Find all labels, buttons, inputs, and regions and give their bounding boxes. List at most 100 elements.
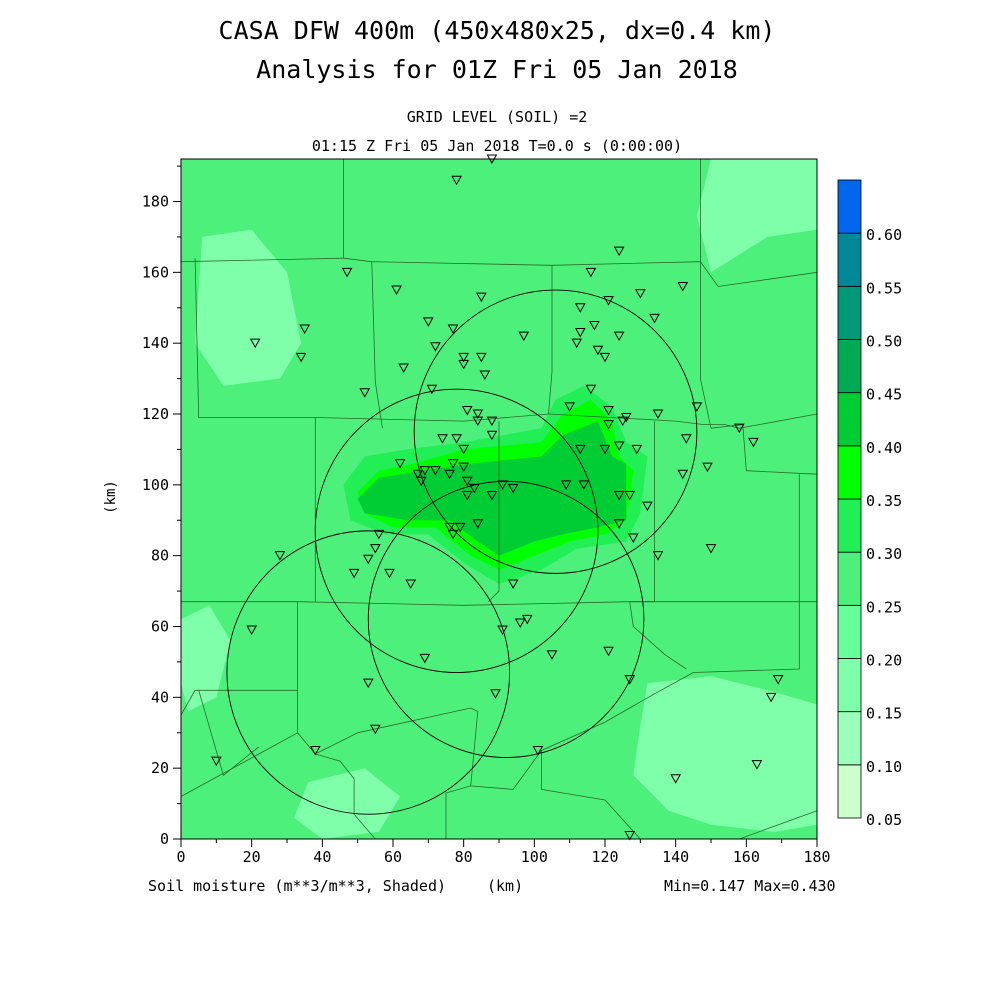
x-tick-label: 60 (384, 848, 402, 866)
chart-subtitle: Analysis for 01Z Fri 05 Jan 2018 (256, 55, 738, 84)
station-marker (649, 313, 660, 324)
station-marker (447, 324, 459, 335)
station-marker (751, 760, 763, 770)
station-marker (362, 678, 374, 689)
county-boundaries (180, 159, 818, 840)
station-marker (426, 384, 438, 395)
station-marker (210, 756, 222, 767)
station-marker (412, 469, 424, 480)
station-marker (613, 441, 625, 451)
station-marker (348, 568, 360, 579)
colorbar-swatch (837, 339, 862, 394)
y-tick-label: 180 (142, 193, 169, 211)
county-line (180, 601, 298, 716)
station-marker (518, 331, 530, 342)
x-tick-label: 100 (521, 848, 548, 866)
x-tick-label: 180 (803, 848, 830, 866)
station-marker (490, 689, 501, 699)
y-tick-label: 120 (142, 405, 169, 423)
colorbar-label: 0.60 (866, 226, 902, 244)
station-marker (613, 246, 625, 257)
station-marker (603, 646, 614, 657)
colorbar-label: 0.25 (866, 598, 902, 616)
colorbar-swatch (837, 179, 862, 234)
station-marker (691, 402, 703, 412)
station-marker (430, 342, 441, 352)
station-marker (624, 490, 636, 501)
station-marker (419, 653, 431, 664)
station-marker (486, 430, 498, 441)
station-marker (461, 476, 473, 487)
station-marker (497, 480, 508, 490)
station-marker (451, 175, 462, 186)
x-tick-label: 120 (591, 848, 618, 866)
county-line (541, 750, 641, 840)
county-line (739, 810, 818, 840)
county-line (198, 690, 259, 776)
station-marker (415, 476, 427, 487)
station-marker (624, 830, 636, 841)
station-marker (574, 328, 586, 338)
y-tick-label: 100 (142, 476, 169, 494)
station-marker (627, 533, 639, 543)
station-marker (603, 296, 614, 306)
colorbar-swatch (837, 604, 862, 659)
station-marker (444, 522, 455, 533)
station-marker (705, 544, 717, 554)
station-marker (468, 483, 480, 494)
county-line (548, 265, 553, 415)
station-marker (369, 544, 381, 554)
county-line (315, 753, 376, 840)
colorbar-label: 0.40 (866, 439, 902, 457)
station-marker (702, 462, 713, 473)
x-tick-label: 20 (243, 848, 261, 866)
y-axis-label: (km) (103, 480, 119, 514)
colorbar-swatch (837, 764, 862, 819)
x-tick-label: 40 (313, 848, 331, 866)
station-marker (447, 529, 459, 540)
station-marker (765, 692, 777, 703)
colorbar: 0.05 0.10 0.15 0.20 0.25 0.30 0.35 0.40 0.45 0.50… (837, 179, 902, 829)
station-marker (394, 459, 406, 469)
x-tick-label: 0 (176, 848, 185, 866)
county-line (470, 474, 800, 790)
moisture-region (294, 768, 401, 839)
station-marker (362, 554, 374, 565)
station-marker (437, 434, 448, 444)
moisture-region (357, 421, 627, 556)
station-marker (475, 352, 487, 363)
station-markers (210, 154, 784, 841)
valid-time-label: 01:15 Z Fri 05 Jan 2018 T=0.0 s (0:00:00… (312, 137, 682, 155)
station-marker (295, 352, 307, 363)
y-tick-label: 0 (160, 830, 169, 848)
colorbar-swatch (837, 285, 862, 340)
station-marker (507, 579, 519, 590)
station-marker (419, 466, 431, 476)
station-marker (613, 490, 625, 501)
county-line (371, 261, 383, 429)
station-marker (309, 745, 321, 756)
y-tick-label: 80 (151, 547, 169, 565)
y-tick-label: 60 (151, 618, 169, 636)
county-line (445, 785, 471, 839)
station-marker (391, 285, 402, 296)
station-marker (631, 444, 643, 455)
radar-ring (314, 388, 599, 673)
colorbar-label: 0.45 (866, 386, 902, 404)
colorbar-label: 0.50 (866, 333, 902, 351)
station-marker (486, 490, 498, 501)
x-tick-label: 80 (455, 848, 473, 866)
station-marker (634, 289, 646, 299)
station-marker (680, 434, 692, 444)
station-marker (405, 579, 417, 590)
station-marker (507, 483, 519, 494)
station-marker (599, 444, 611, 455)
station-marker (624, 675, 636, 685)
x-axis: 0 20 40 60 80 100 120 140 160 180 (176, 839, 831, 866)
county-line (700, 261, 818, 475)
station-marker (677, 282, 689, 292)
station-marker (479, 370, 491, 381)
station-marker (599, 352, 611, 363)
station-marker (677, 469, 689, 480)
